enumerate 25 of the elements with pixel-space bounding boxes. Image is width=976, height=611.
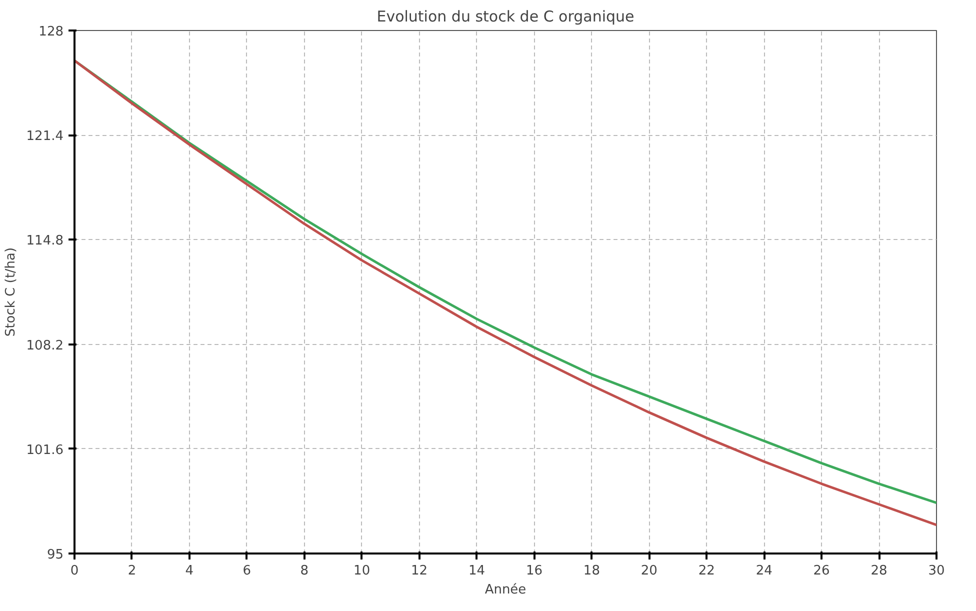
y-tick-label: 121.4: [26, 129, 64, 144]
x-tick-label: 2: [128, 564, 136, 578]
y-axis-title: Stock C (t/ha): [3, 247, 18, 337]
x-tick-label: 8: [300, 564, 309, 578]
x-tick-label: 22: [698, 564, 715, 578]
x-tick-label: 4: [185, 564, 194, 578]
x-tick-label: 14: [468, 564, 486, 578]
y-tick-label: 95: [46, 548, 64, 562]
y-tick-label: 114.8: [26, 234, 64, 249]
chart-title: Evolution du stock de C organique: [376, 8, 634, 26]
x-tick-label: 20: [640, 564, 658, 578]
y-tick-label: 128: [38, 24, 64, 40]
x-tick-label: 26: [813, 564, 830, 578]
x-tick-label: 0: [70, 564, 79, 578]
x-tick-label: 6: [242, 564, 252, 578]
x-axis-title: Année: [484, 582, 526, 598]
x-tick-label: 24: [756, 564, 772, 578]
x-tick-label: 16: [526, 564, 543, 578]
x-tick-label: 28: [870, 564, 888, 578]
y-tick-label: 101.6: [26, 442, 64, 458]
x-tick-label: 30: [928, 564, 945, 578]
y-tick-label: 108.2: [26, 338, 64, 354]
x-tick-label: 10: [354, 564, 370, 578]
x-tick-label: 18: [583, 564, 600, 578]
x-tick-label: 12: [411, 564, 428, 578]
